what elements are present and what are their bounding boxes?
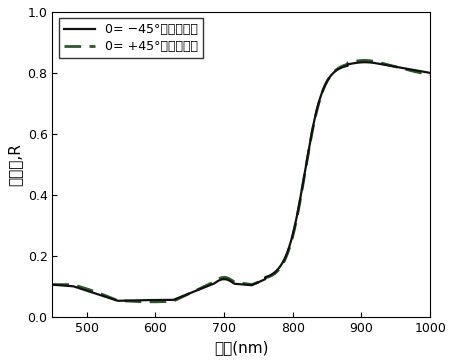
0= +45°偏振反射率	[420, 71, 426, 76]
0= −45°偏振反射率	[211, 282, 217, 286]
0= −45°偏振反射率	[115, 299, 120, 303]
0= −45°偏振反射率	[427, 71, 433, 75]
0= +45°偏振反射率	[211, 280, 217, 284]
0= +45°偏振反射率	[427, 72, 433, 77]
0= −45°偏振反射率	[380, 62, 385, 67]
0= +45°偏振反射率	[149, 300, 154, 304]
Y-axis label: 反射率,R: 反射率,R	[7, 143, 22, 186]
0= −45°偏振反射率	[195, 288, 200, 292]
0= +45°偏振反射率	[50, 282, 55, 287]
X-axis label: 波长(nm): 波长(nm)	[214, 340, 269, 355]
0= −45°偏振反射率	[115, 299, 120, 303]
Line: 0= −45°偏振反射率: 0= −45°偏振反射率	[53, 62, 430, 301]
0= +45°偏振反射率	[195, 287, 200, 292]
0= +45°偏振反射率	[115, 298, 120, 303]
0= +45°偏振反射率	[93, 290, 98, 294]
0= −45°偏振反射率	[50, 282, 55, 287]
0= −45°偏振反射率	[362, 60, 367, 64]
0= −45°偏振反射率	[93, 291, 98, 296]
Line: 0= +45°偏振反射率: 0= +45°偏振反射率	[53, 60, 430, 302]
0= +45°偏振反射率	[361, 58, 367, 63]
0= −45°偏振反射率	[420, 70, 426, 74]
Legend: 0= −45°偏振反射率, 0= +45°偏振反射率: 0= −45°偏振反射率, 0= +45°偏振反射率	[58, 18, 203, 58]
0= +45°偏振反射率	[380, 61, 385, 66]
